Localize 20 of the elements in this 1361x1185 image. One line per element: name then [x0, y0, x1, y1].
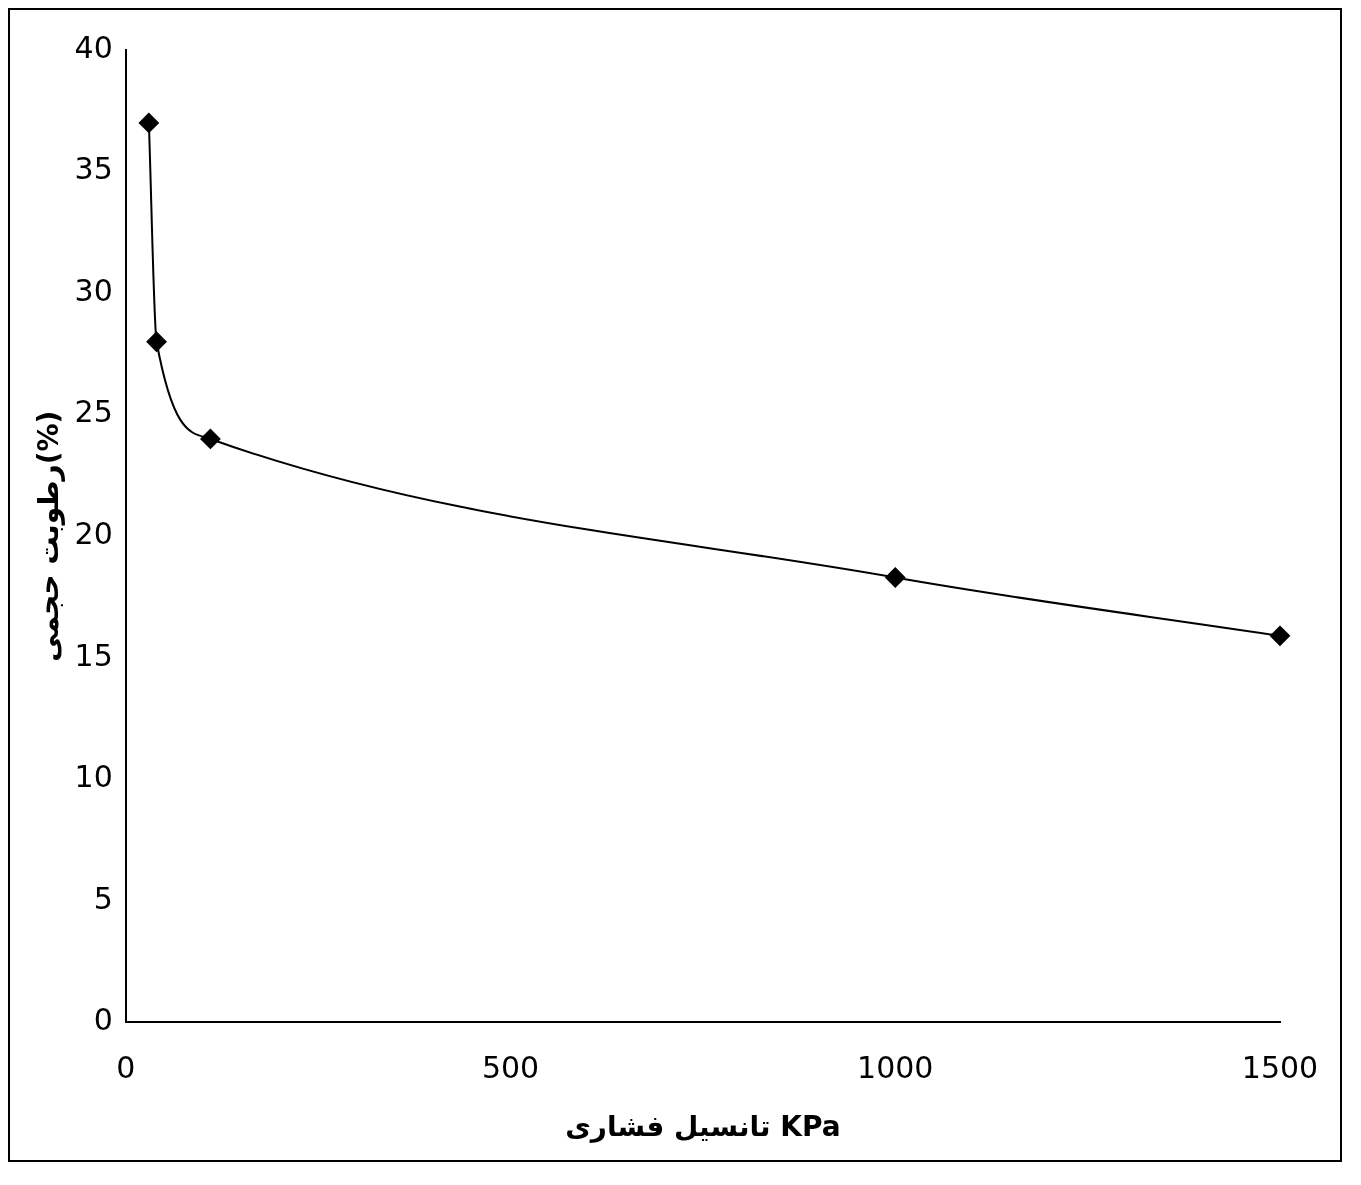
- x-tick-label: 0: [116, 1050, 136, 1086]
- x-tick-label: 500: [481, 1050, 540, 1086]
- x-tick-label: 1500: [1241, 1050, 1319, 1086]
- point: [146, 331, 167, 352]
- y-tick-label: 35: [74, 151, 113, 187]
- y-tick-label: 10: [74, 759, 113, 795]
- point: [885, 567, 906, 588]
- y-tick-label: 30: [74, 272, 113, 308]
- y-tick-label: 5: [93, 880, 113, 916]
- y-tick-label: 40: [74, 29, 113, 65]
- x-tick-label: 1000: [857, 1050, 934, 1086]
- y-tick-label: 15: [74, 637, 113, 673]
- point: [1270, 625, 1290, 646]
- y-tick-label: 20: [74, 516, 113, 551]
- y-axis-title: رطوبت حجمی(%): [32, 410, 66, 662]
- point: [138, 112, 159, 133]
- x-axis-title: تانسیل فشاری KPa: [565, 1110, 841, 1144]
- point: [200, 428, 221, 449]
- y-tick-label: 0: [93, 1002, 113, 1038]
- y-tick-label: 25: [74, 394, 113, 430]
